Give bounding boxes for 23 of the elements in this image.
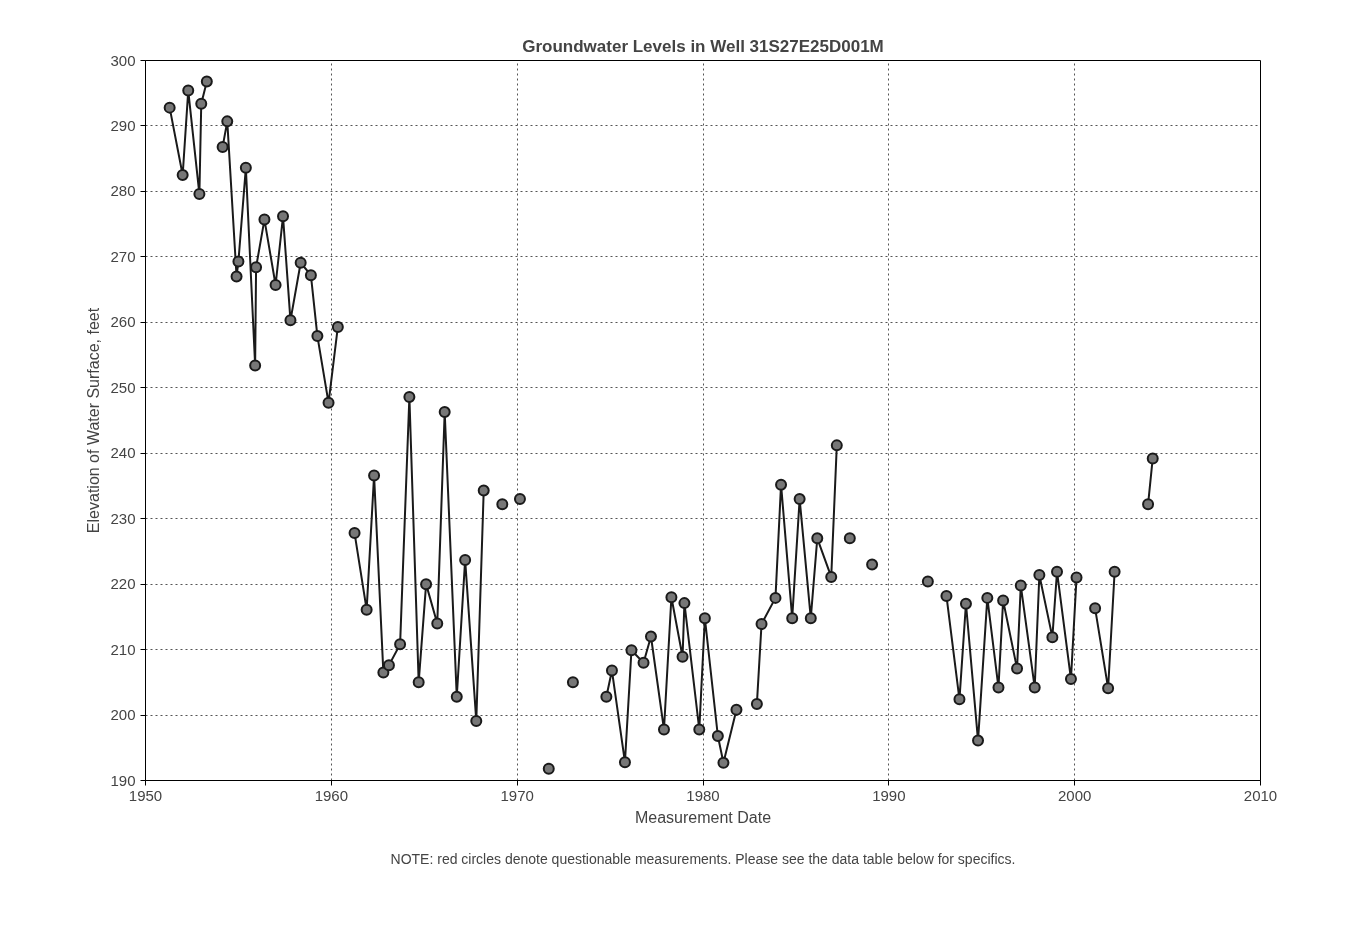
x-tick-label: 1950 xyxy=(128,786,163,804)
x-tick-label: 1970 xyxy=(500,786,534,804)
y-tick-label: 200 xyxy=(110,706,136,724)
y-tick-label: 220 xyxy=(110,575,136,593)
x-tick-label: 1980 xyxy=(686,786,720,804)
y-tick-label: 290 xyxy=(110,116,136,134)
y-tick-label: 230 xyxy=(110,509,136,527)
x-tick-label: 2010 xyxy=(1243,786,1278,804)
y-tick-label: 260 xyxy=(110,313,136,331)
text: NOTE: red circles denote questionable measurements. Please see the data table below for specifics. xyxy=(390,850,1016,867)
y-tick-label: 280 xyxy=(110,182,136,200)
x-tick-label: 1960 xyxy=(314,786,349,804)
y-tick-label: 270 xyxy=(110,247,136,265)
y-tick-label: 190 xyxy=(110,771,136,789)
x-tick-label: 2000 xyxy=(1057,786,1092,804)
y-tick-label: 300 xyxy=(110,51,136,69)
y-tick-label: 250 xyxy=(110,378,136,396)
y-axis-title: Elevation of Water Surface, feet xyxy=(85,307,103,534)
x-tick-label: 1990 xyxy=(872,786,906,804)
y-tick-label: 210 xyxy=(110,640,136,658)
chart-title: Groundwater Levels in Well 31S27E25D001M xyxy=(522,36,884,56)
x-axis-title: Measurement Date xyxy=(634,808,772,826)
y-tick-label: 240 xyxy=(110,444,136,462)
